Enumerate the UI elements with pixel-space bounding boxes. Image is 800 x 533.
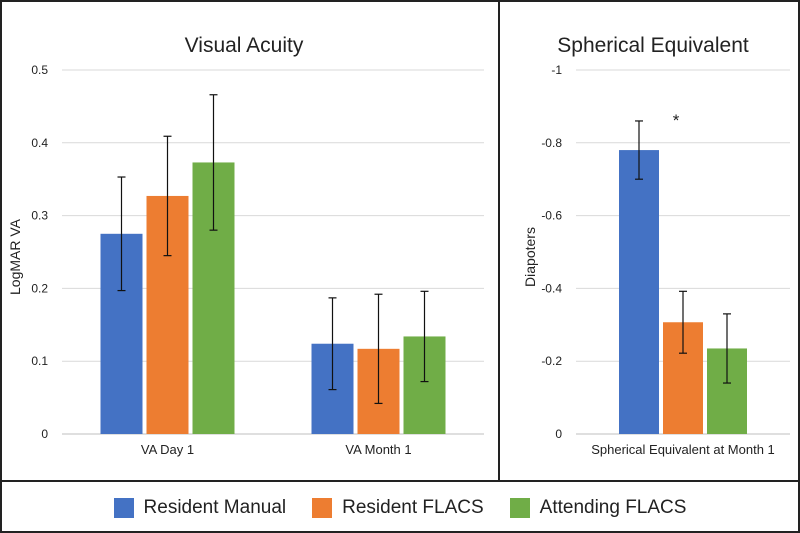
legend-item-resident-manual: Resident Manual — [113, 496, 287, 519]
y-tick-labels: 0 -0.2 -0.4 -0.6 -0.8 -1 — [541, 63, 562, 441]
chart-title: Spherical Equivalent — [557, 34, 749, 57]
legend-label: Attending FLACS — [539, 496, 687, 518]
x-tick-labels: Spherical Equivalent at Month 1 — [591, 442, 775, 457]
bar-resident-manual — [619, 150, 659, 434]
y-tick-label: -0.4 — [541, 281, 562, 295]
y-tick-label: 0.3 — [31, 209, 48, 223]
legend-divider — [0, 480, 800, 482]
error-bars — [635, 120, 731, 384]
legend-item-attending-flacs: Attending FLACS — [509, 496, 687, 519]
y-tick-label: 0 — [41, 427, 48, 441]
legend-item-resident-flacs: Resident FLACS — [312, 497, 484, 519]
y-axis-label: Diapoters — [522, 227, 538, 287]
x-tick-label: VA Day 1 — [141, 442, 194, 457]
chart-title: Visual Acuity — [185, 34, 304, 57]
legend-swatch — [509, 497, 530, 518]
y-tick-label: -0.6 — [541, 209, 562, 223]
x-tick-label: Spherical Equivalent at Month 1 — [591, 442, 775, 457]
y-tick-label: 0.5 — [31, 63, 48, 77]
legend-swatch — [113, 497, 134, 518]
x-tick-labels: VA Day 1 VA Month 1 — [141, 442, 412, 457]
visual-acuity-chart: Visual Acuity LogMAR VA 0 0.1 0.2 0.3 0.4 0.5… — [7, 34, 484, 457]
bars — [619, 150, 747, 434]
x-tick-label: VA Month 1 — [345, 442, 411, 457]
y-tick-label: -0.8 — [541, 136, 562, 150]
legend-label: Resident Manual — [143, 496, 287, 518]
panel-divider — [498, 0, 500, 482]
legend: Resident Manual Resident FLACS Attending… — [0, 482, 800, 533]
y-tick-label: -1 — [551, 63, 562, 77]
error-bars — [117, 94, 429, 405]
legend-label: Resident FLACS — [342, 496, 484, 518]
y-tick-label: 0 — [555, 427, 562, 441]
spherical-equivalent-chart: Spherical Equivalent Diapoters 0 -0.2 -0.4… — [522, 34, 790, 457]
y-tick-labels: 0 0.1 0.2 0.3 0.4 0.5 — [31, 63, 48, 441]
y-tick-label: 0.1 — [31, 354, 48, 368]
y-tick-label: -0.2 — [541, 354, 562, 368]
significance-annotation: * — [673, 111, 680, 130]
y-tick-label: 0.2 — [31, 281, 48, 295]
bars — [100, 162, 446, 434]
legend-swatch — [312, 497, 333, 518]
y-tick-label: 0.4 — [31, 136, 48, 150]
y-axis-label: LogMAR VA — [7, 218, 23, 295]
